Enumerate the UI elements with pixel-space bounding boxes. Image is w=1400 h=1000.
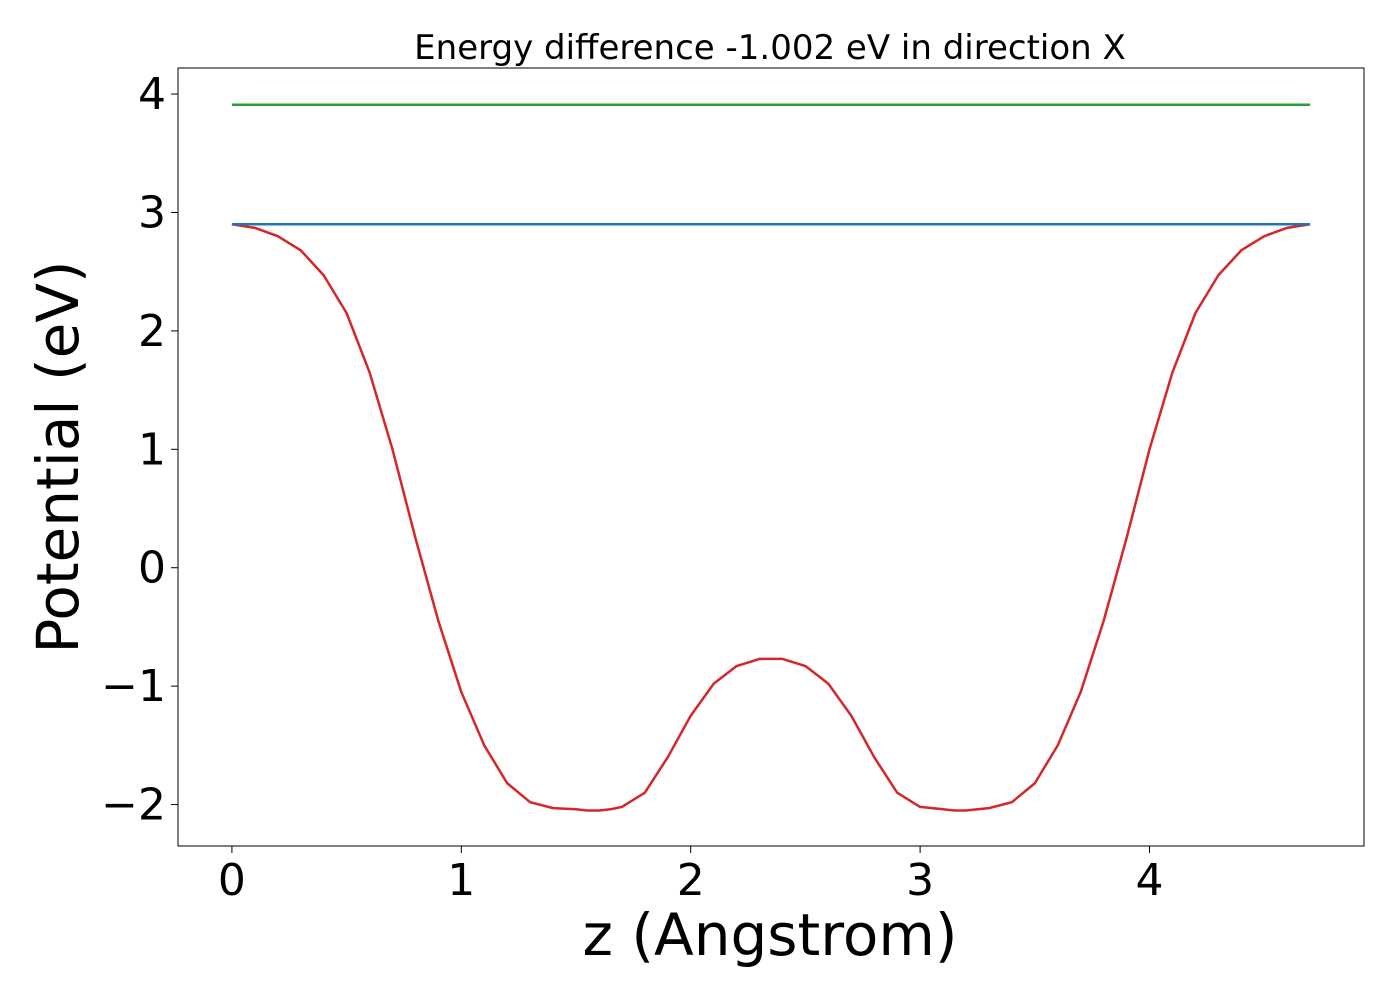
x-tick-label: 2	[677, 855, 705, 906]
x-tick-label: 1	[447, 855, 475, 906]
y-tick-label: −1	[101, 661, 166, 712]
series-line-0	[231, 223, 1311, 812]
x-tick-label: 3	[906, 855, 934, 906]
y-axis-label: Potential (eV)	[24, 260, 92, 653]
y-axis: −2 −1 0 1 2 3 4	[101, 69, 178, 831]
x-axis: 0 1 2 3 4	[218, 846, 1164, 906]
y-tick-label: 1	[138, 424, 166, 475]
y-tick-label: 2	[138, 306, 166, 357]
plot-frame	[177, 67, 1365, 847]
y-tick-label: −2	[101, 780, 166, 831]
y-tick-label: 0	[138, 543, 166, 594]
y-tick-label: 4	[138, 69, 166, 120]
chart-title: Energy difference -1.002 eV in direction…	[414, 28, 1126, 68]
y-tick-label: 3	[138, 187, 166, 238]
x-axis-label: z (Angstrom)	[583, 901, 958, 969]
series-layer	[231, 103, 1311, 812]
x-tick-label: 0	[218, 855, 246, 906]
x-tick-label: 4	[1136, 855, 1164, 906]
